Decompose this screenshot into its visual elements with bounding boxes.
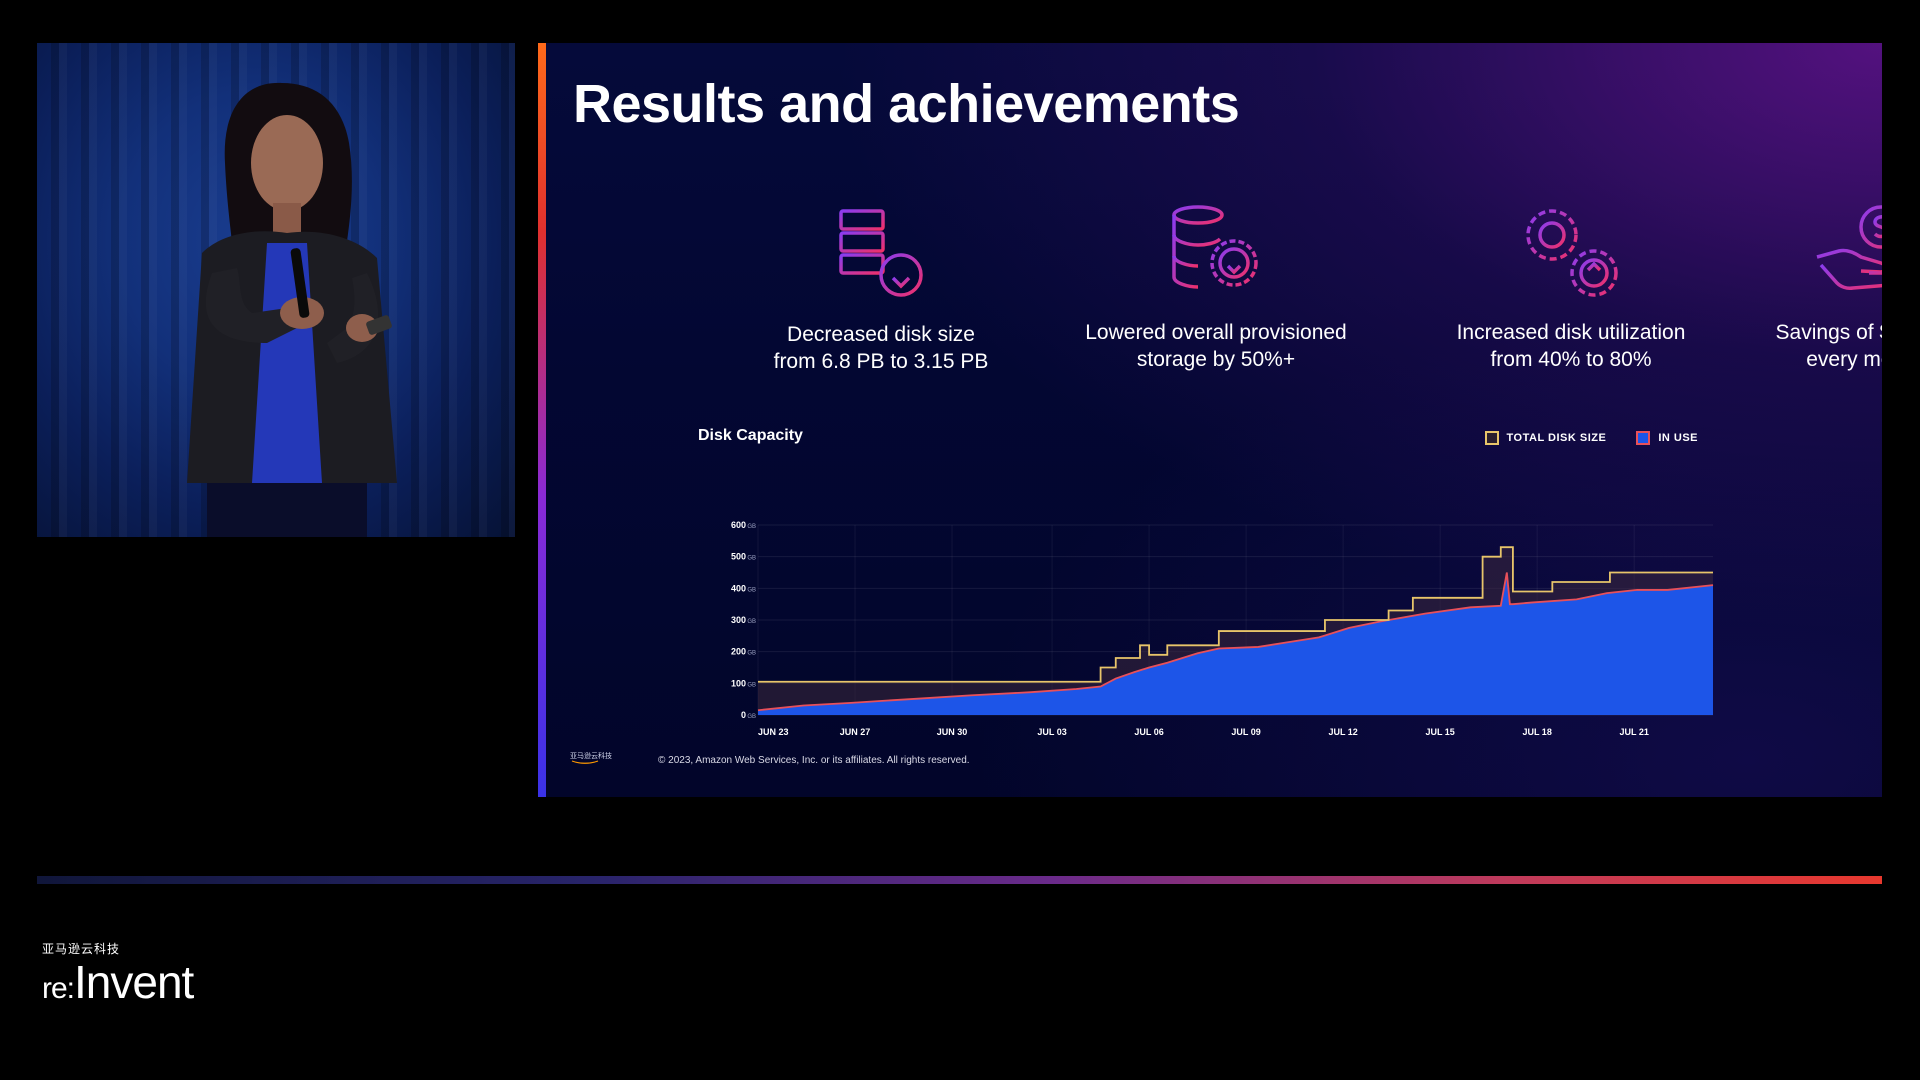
legend-label-in-use: IN USE	[1658, 432, 1698, 444]
footer-logo-text: 亚马逊云科技	[570, 751, 612, 760]
x-tick-label: JUL 03	[1037, 727, 1066, 737]
stat-disk-utilization: Increased disk utilization from 40% to 8…	[1421, 201, 1721, 373]
y-tick-label: 200	[731, 647, 746, 657]
legend-item-in-use: IN USE	[1636, 431, 1698, 445]
series-in-use-line	[757, 572, 1714, 712]
stat-savings: Savings of $200K+ every month	[1714, 201, 1882, 373]
brand-chinese-text: 亚马逊云科技	[42, 942, 121, 956]
x-tick-label: JUL 18	[1522, 727, 1551, 737]
stat-label: Decreased disk size from 6.8 PB to 3.15 …	[773, 323, 989, 373]
stat-label: Savings of $200K+ every month	[1775, 321, 1882, 371]
stat-label: Lowered overall provisioned storage by 5…	[1085, 321, 1347, 371]
y-tick-unit: GB	[747, 587, 756, 593]
x-tick-label: JUL 21	[1619, 727, 1648, 737]
y-tick-label: 500	[731, 552, 746, 562]
stat-label: Increased disk utilization from 40% to 8…	[1456, 321, 1686, 371]
slide-title: Results and achievements	[573, 74, 1240, 134]
gears-upload-icon	[1526, 209, 1618, 297]
presentation-slide: Results and achievements Decreased disk …	[538, 43, 1882, 797]
x-tick-label: JUL 12	[1328, 727, 1357, 737]
y-tick-label: 0	[741, 710, 746, 720]
y-tick-unit: GB	[747, 651, 756, 657]
y-tick-label: 100	[731, 678, 746, 688]
series-in-use-area	[758, 572, 1713, 715]
event-gradient-line	[37, 876, 1882, 884]
aws-footer-logo: 亚马逊云科技	[570, 751, 612, 764]
reinvent-logo: 亚马逊云科技 re:Invent	[42, 940, 194, 1009]
x-tick-label: JUL 09	[1231, 727, 1260, 737]
y-tick-unit: GB	[747, 524, 756, 530]
legend-label-total: TOTAL DISK SIZE	[1506, 432, 1607, 444]
disk-capacity-chart: Disk Capacity TOTAL DISK SIZE IN USE 0 GB…	[698, 427, 1728, 747]
chart-title: Disk Capacity	[698, 427, 803, 444]
legend-swatch-in-use	[1636, 431, 1651, 445]
hand-dollar-icon	[1816, 205, 1882, 290]
server-download-icon	[839, 209, 923, 297]
database-gear-download-icon	[1172, 205, 1258, 289]
y-tick-unit: GB	[747, 556, 756, 562]
y-tick-unit: GB	[747, 714, 756, 720]
slide-accent-bar	[538, 43, 546, 797]
legend-item-total: TOTAL DISK SIZE	[1484, 431, 1607, 445]
speaker-figure	[187, 82, 397, 537]
copyright-text: © 2023, Amazon Web Services, Inc. or its…	[658, 755, 970, 766]
x-tick-label: JUN 27	[840, 727, 871, 737]
speaker-video	[37, 43, 515, 537]
x-tick-label: JUN 30	[937, 727, 968, 737]
y-tick-label: 400	[731, 583, 746, 593]
chart-legend: TOTAL DISK SIZE IN USE	[1484, 431, 1698, 445]
stat-provisioned-storage: Lowered overall provisioned storage by 5…	[1066, 201, 1366, 373]
series-total-line	[758, 546, 1713, 683]
y-tick-label: 600	[731, 520, 746, 530]
x-tick-label: JUL 15	[1425, 727, 1454, 737]
y-tick-unit: GB	[747, 619, 756, 625]
y-tick-label: 300	[731, 615, 746, 625]
stat-disk-size: Decreased disk size from 6.8 PB to 3.15 …	[731, 203, 1031, 375]
y-tick-unit: GB	[747, 682, 756, 688]
x-tick-label: JUL 06	[1134, 727, 1163, 737]
legend-swatch-total	[1484, 431, 1499, 445]
x-tick-label: JUN 23	[758, 727, 789, 737]
brand-name: re:Invent	[42, 956, 194, 1008]
